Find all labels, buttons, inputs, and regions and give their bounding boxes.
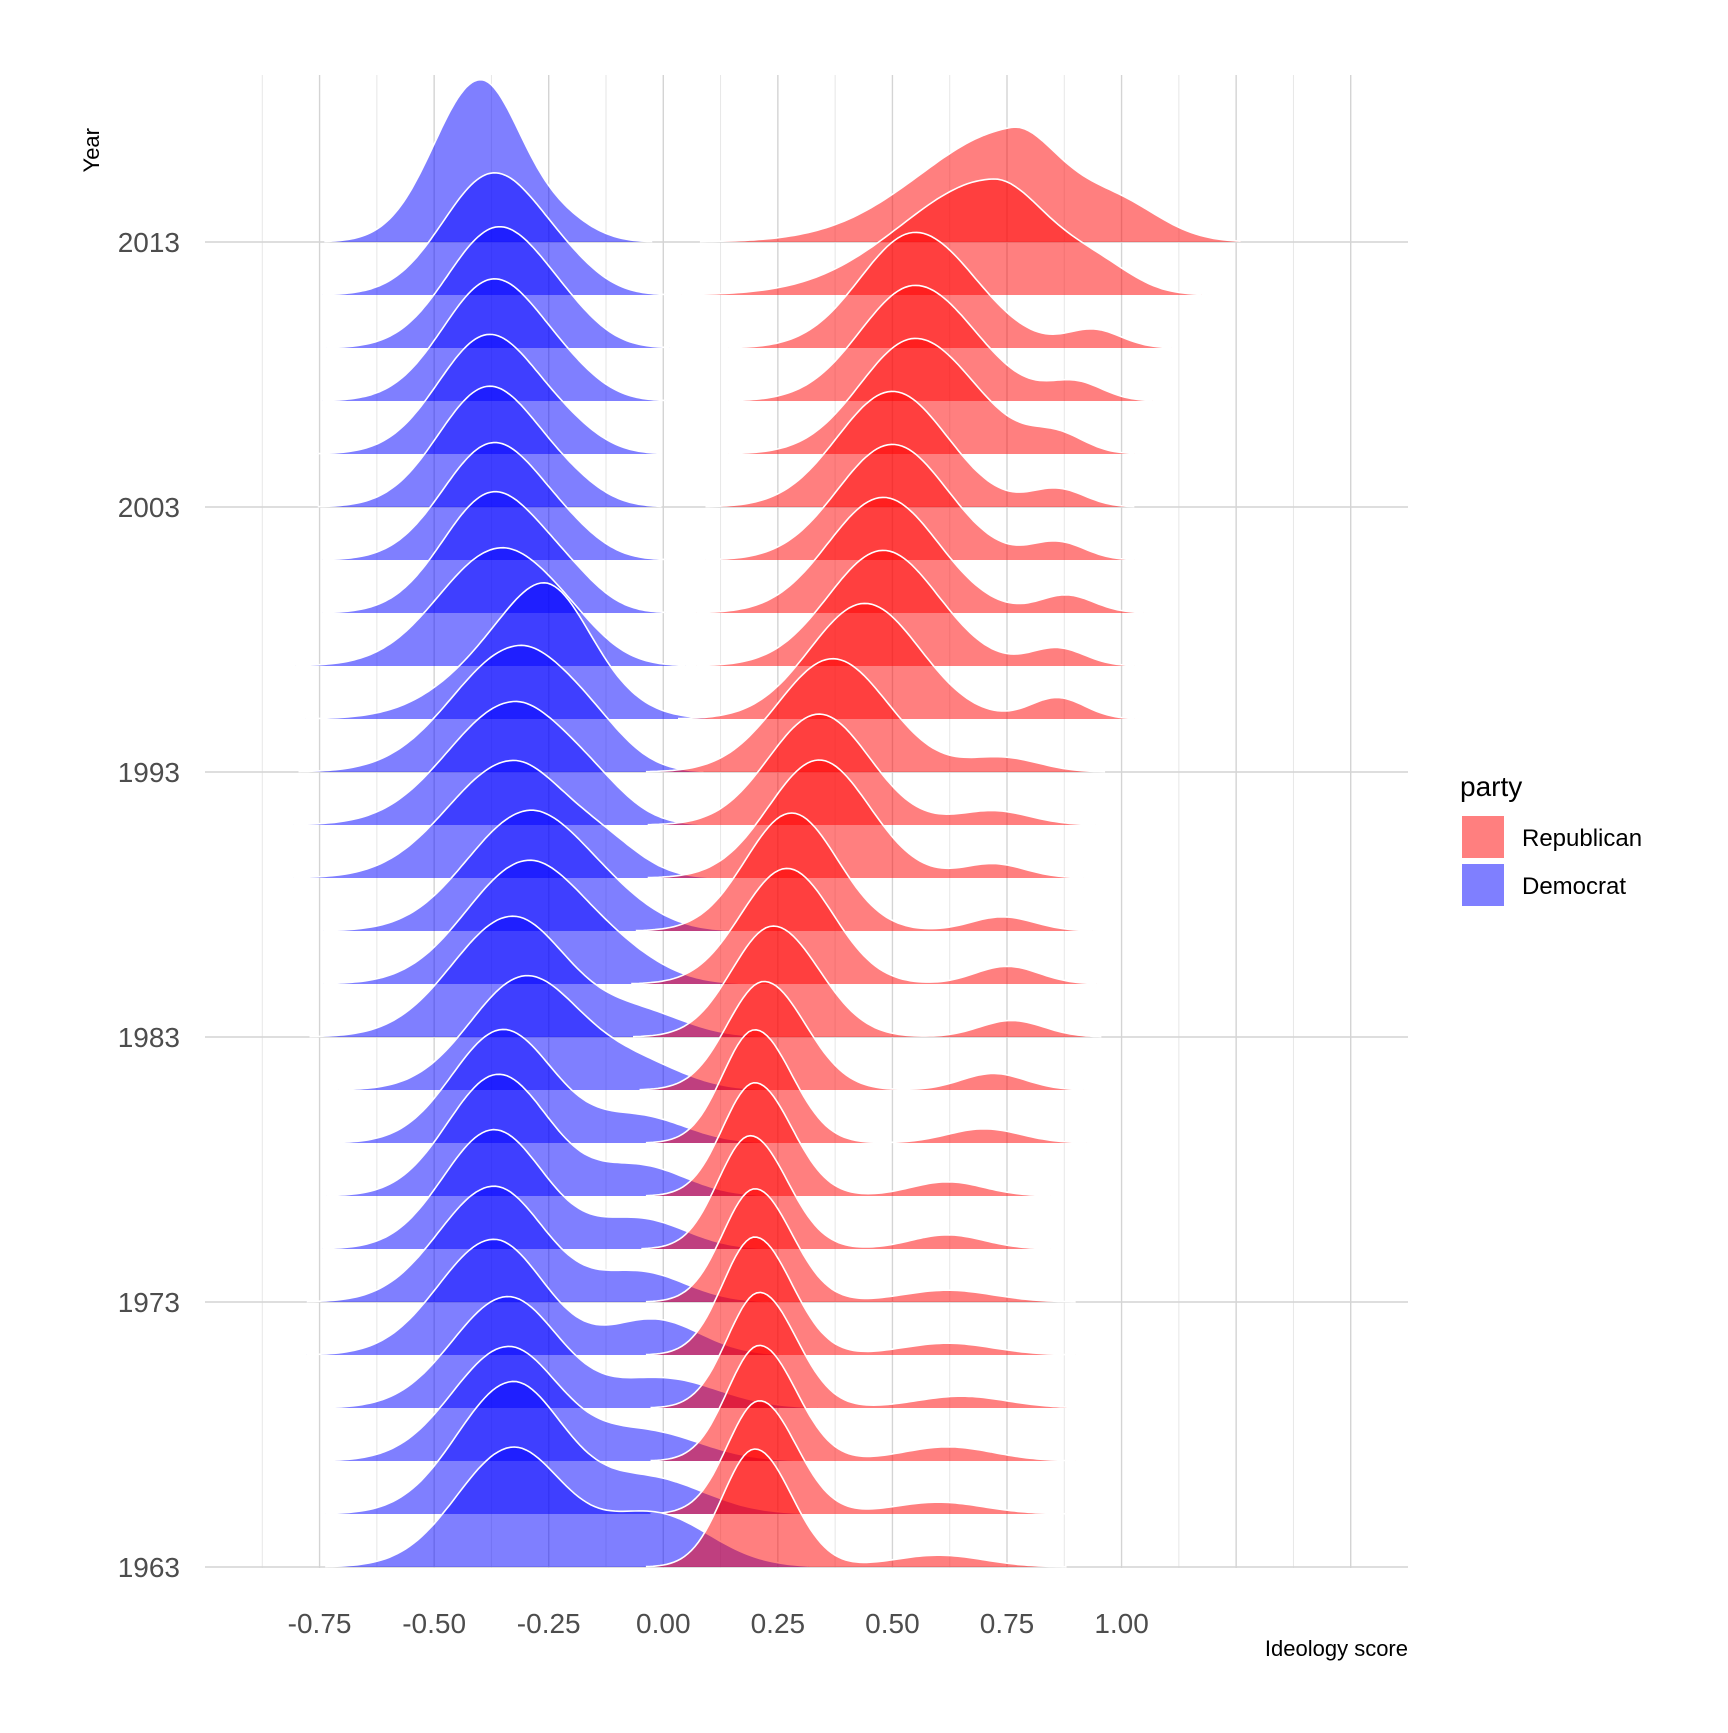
y-tick-label: 1973: [118, 1287, 180, 1318]
democrat-outline-1989: [293, 759, 711, 879]
republican-density-1963: [645, 1449, 1067, 1567]
republican-density-2001: [705, 444, 1135, 560]
republican-outline-1995: [677, 602, 1135, 720]
republican-density-2005: [728, 338, 1135, 454]
x-axis-ticks: -0.75 -0.50 -0.25 0.00 0.25 0.50 0.75 1.00: [288, 1608, 1149, 1639]
x-tick-label: 0.25: [751, 1608, 806, 1639]
democrat-density-1991: [293, 701, 699, 825]
republican-outline-1967: [650, 1344, 1076, 1462]
ridge-year-1991: [293, 700, 1096, 826]
republican-outline-2001: [705, 443, 1135, 561]
y-tick-label: 2013: [118, 227, 180, 258]
republican-density-2007: [728, 285, 1153, 401]
republican-outline-1977: [645, 1081, 1051, 1197]
republican-density-1991: [647, 714, 1096, 825]
republican-outline-2011: [681, 178, 1202, 296]
republican-outline-2003: [705, 390, 1135, 508]
republican-outline-1985: [631, 867, 1097, 985]
democrat-density-1971: [306, 1239, 783, 1355]
legend: party Republican Democrat: [1460, 771, 1642, 906]
democrat-outline-1987: [323, 809, 737, 932]
republican-outline-1999: [696, 496, 1144, 614]
republican-outline-1979: [645, 1028, 1087, 1144]
democrat-density-1977: [326, 1074, 769, 1196]
democrat-outline-2011: [322, 171, 666, 296]
republican-outline-1983: [632, 925, 1102, 1038]
democrat-outline-1997: [295, 546, 686, 667]
republican-outline-1981: [639, 980, 1084, 1091]
x-tick-label: -0.75: [288, 1608, 352, 1639]
democrat-outline-1999: [322, 490, 666, 614]
democrat-density-1967: [320, 1346, 799, 1461]
republican-outline-1993: [645, 657, 1106, 773]
republican-outline-1965: [650, 1400, 1067, 1515]
republican-density-1997: [696, 550, 1135, 666]
republican-outline-1997: [696, 549, 1135, 667]
republican-outline-1963: [645, 1448, 1067, 1568]
republican-outline-1991: [647, 713, 1096, 826]
ridges: [293, 78, 1241, 1568]
democrat-density-1983: [309, 916, 769, 1037]
democrat-density-1965: [325, 1381, 804, 1514]
y-axis-title: Year: [79, 128, 104, 172]
y-tick-label: 2003: [118, 492, 180, 523]
democrat-outline-2013: [324, 78, 653, 243]
republican-outline-2009: [728, 231, 1172, 349]
legend-key-democrat: [1462, 864, 1504, 906]
republican-density-1999: [696, 497, 1144, 613]
republican-outline-1987: [635, 812, 1093, 932]
democrat-outline-1991: [293, 700, 700, 826]
democrat-density-1963: [325, 1447, 809, 1567]
ridge-year-1963: [325, 1446, 1067, 1568]
republican-density-2003: [705, 391, 1135, 507]
republican-density-2011: [681, 179, 1202, 295]
republican-density-2009: [728, 232, 1172, 348]
democrat-outline-1993: [298, 644, 704, 773]
x-tick-label: -0.50: [402, 1608, 466, 1639]
democrat-outline-2009: [326, 226, 670, 349]
democrat-density-1989: [293, 760, 711, 878]
democrat-density-1979: [331, 1029, 769, 1143]
y-tick-label: 1993: [118, 757, 180, 788]
democrat-outline-2001: [322, 441, 666, 561]
legend-label-democrat: Democrat: [1522, 873, 1626, 900]
republican-outline-1971: [645, 1236, 1076, 1356]
x-tick-label: -0.25: [517, 1608, 581, 1639]
legend-key-republican: [1462, 816, 1504, 858]
democrat-density-2013: [324, 79, 653, 242]
republican-outline-1969: [650, 1291, 1090, 1409]
democrat-density-1969: [320, 1296, 818, 1408]
democrat-density-1975: [322, 1129, 769, 1249]
democrat-outline-1985: [323, 859, 746, 985]
x-tick-label: 0.75: [980, 1608, 1035, 1639]
republican-outline-1973: [645, 1188, 1076, 1303]
republican-outline-1975: [641, 1134, 1051, 1250]
republican-outline-1989: [647, 759, 1084, 879]
republican-outline-2007: [728, 284, 1153, 402]
x-tick-label: 0.00: [636, 1608, 691, 1639]
democrat-outline-1995: [305, 581, 727, 720]
democrat-density-1981: [338, 975, 769, 1090]
republican-outline-2013: [699, 126, 1241, 243]
democrat-outline-2007: [322, 277, 666, 402]
x-tick-label: 0.50: [865, 1608, 920, 1639]
legend-label-republican: Republican: [1522, 825, 1642, 852]
democrat-outline-2003: [317, 385, 662, 508]
y-tick-label: 1963: [118, 1552, 180, 1583]
x-axis-title: Ideology score: [1265, 1636, 1408, 1661]
x-tick-label: 1.00: [1094, 1608, 1149, 1639]
republican-outline-2005: [728, 337, 1135, 455]
republican-density-1993: [645, 658, 1106, 772]
y-tick-label: 1983: [118, 1022, 180, 1053]
democrat-outline-2005: [317, 333, 662, 455]
legend-title: party: [1460, 771, 1522, 802]
y-axis-ticks: 1963 1973 1983 1993 2003 2013: [118, 227, 180, 1583]
